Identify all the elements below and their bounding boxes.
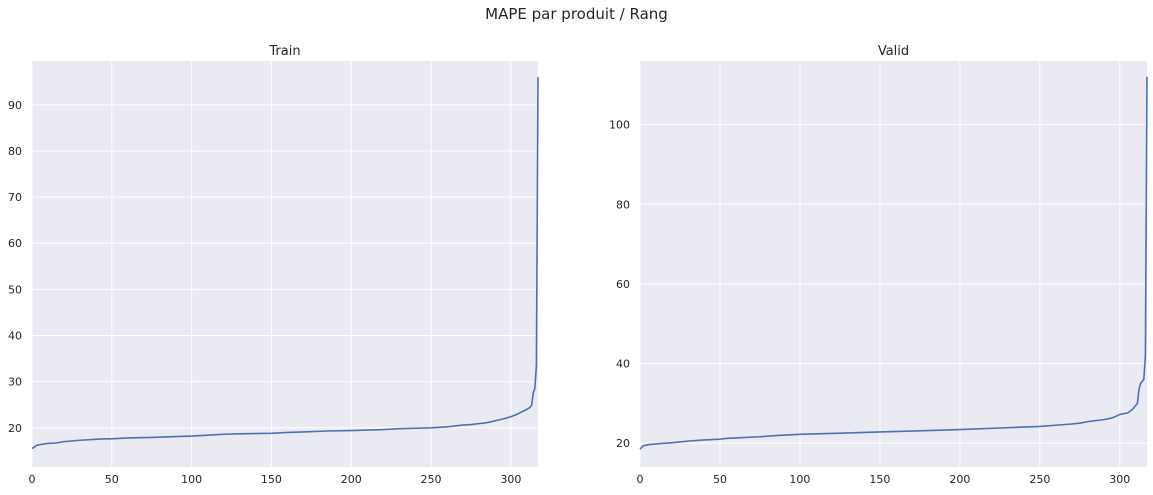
subplot-1: 0 50 100 150 200 250 300 20 30 40 50 60 70 80 90 Train [8, 44, 539, 486]
x-tick-label: 0 [637, 473, 644, 486]
y-tick-label: 40 [8, 330, 22, 343]
x-tick-label: 300 [1109, 473, 1130, 486]
plot-background [640, 61, 1147, 467]
y-tick-label: 20 [8, 422, 22, 435]
x-tick-label: 50 [713, 473, 727, 486]
subplot-title: Train [268, 44, 300, 59]
y-tick-label: 80 [8, 145, 22, 158]
y-tick-label: 100 [609, 119, 630, 132]
subplot-2: 0 50 100 150 200 250 300 20 40 60 80 100 Valid [609, 44, 1148, 486]
x-tick-label: 250 [1029, 473, 1050, 486]
y-tick-label: 30 [8, 376, 22, 389]
y-tick-label: 60 [8, 237, 22, 250]
figure-title: MAPE par produit / Rang [485, 5, 668, 23]
y-tick-label: 70 [8, 191, 22, 204]
series-line [639, 76, 1148, 450]
x-tick-label: 50 [105, 473, 119, 486]
y-tick-label: 90 [8, 99, 22, 112]
x-tick-label: 250 [421, 473, 442, 486]
series-line [31, 77, 539, 450]
x-tick-label: 150 [869, 473, 890, 486]
subplot-title: Valid [878, 44, 909, 59]
y-tick-label: 60 [616, 278, 630, 291]
y-tick-label: 40 [616, 358, 630, 371]
y-tick-label: 20 [616, 437, 630, 450]
y-tick-label: 50 [8, 283, 22, 296]
x-tick-label: 100 [789, 473, 810, 486]
y-tick-label: 80 [616, 198, 630, 211]
x-tick-label: 200 [341, 473, 362, 486]
x-tick-label: 150 [261, 473, 282, 486]
plot-background [32, 61, 538, 467]
x-tick-label: 0 [29, 473, 36, 486]
x-tick-label: 300 [500, 473, 521, 486]
x-tick-label: 200 [949, 473, 970, 486]
x-tick-label: 100 [181, 473, 202, 486]
